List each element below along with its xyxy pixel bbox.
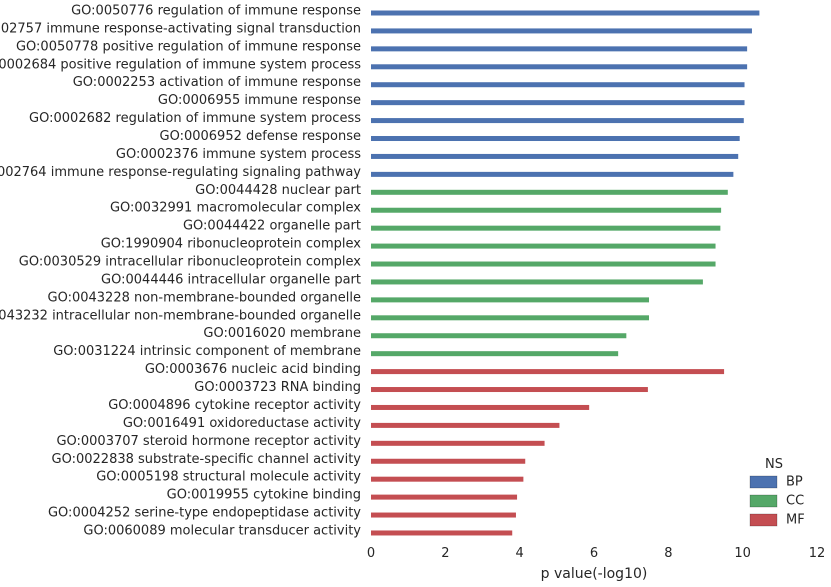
bar-cc (371, 279, 703, 285)
x-tick-label: 4 (516, 546, 524, 561)
category-label: GO:0004896 cytokine receptor activity (108, 398, 361, 413)
category-label: GO:0044422 organelle part (183, 219, 361, 234)
legend-label-mf: MF (786, 513, 805, 528)
category-label: GO:0003707 steroid hormone receptor acti… (56, 434, 361, 449)
category-label: GO:0003676 nucleic acid binding (145, 362, 361, 377)
legend: NS BP CC MF (749, 457, 805, 528)
bar-bp (371, 100, 745, 106)
bar-cc (371, 243, 716, 249)
x-tick-label: 10 (734, 546, 751, 561)
category-label: GO:0044428 nuclear part (195, 183, 361, 198)
bar-bp (371, 28, 752, 34)
category-label: GO:0002253 activation of immune response (73, 75, 361, 90)
bar-mf (371, 476, 524, 482)
bar-bp (371, 136, 740, 142)
category-label: GO:0019955 cytokine binding (167, 488, 361, 503)
category-label: GO:0003723 RNA binding (194, 380, 361, 395)
bar-bp (371, 171, 734, 177)
bar-bp (371, 153, 739, 159)
x-axis-ticks: 0 2 4 6 8 10 12 (367, 546, 825, 561)
bar-mf (371, 422, 560, 428)
bar-bp (371, 10, 760, 16)
category-label: GO:0016020 membrane (203, 326, 361, 341)
bar-mf (371, 530, 513, 536)
x-axis-title: p value(-log10) (541, 566, 648, 582)
category-label: GO:0004252 serine-type endopeptidase act… (48, 506, 361, 521)
bar-cc (371, 351, 619, 357)
bar-bp (371, 64, 748, 70)
legend-label-cc: CC (786, 494, 804, 509)
bar-cc (371, 333, 627, 339)
bar-mf (371, 440, 545, 446)
bar-bp (371, 118, 744, 124)
bar-bp (371, 82, 745, 88)
category-label: GO:0016491 oxidoreductase activity (123, 416, 361, 431)
legend-swatch-bp (749, 475, 778, 489)
bar-cc (371, 315, 650, 321)
legend-swatch-cc (749, 494, 778, 508)
category-label: GO:0031224 intrinsic component of membra… (53, 344, 361, 359)
category-label: GO:0005198 structural molecule activity (96, 470, 361, 485)
category-label: GO:0006955 immune response (158, 93, 361, 108)
category-label: GO:0022838 substrate-specific channel ac… (52, 452, 362, 467)
x-tick-label: 2 (441, 546, 449, 561)
bar-mf (371, 494, 518, 500)
x-tick-label: 8 (664, 546, 672, 561)
x-tick-label: 12 (809, 546, 826, 561)
category-label: GO:0002757 immune response-activating si… (0, 21, 361, 36)
bar-cc (371, 261, 716, 267)
bar-cc (371, 225, 721, 231)
category-label: GO:0050778 positive regulation of immune… (16, 39, 361, 54)
category-label: GO:0043232 intracellular non-membrane-bo… (0, 308, 361, 323)
bar-mf (371, 512, 516, 518)
bar-mf (371, 458, 526, 464)
category-label: GO:0030529 intracellular ribonucleoprote… (19, 255, 362, 270)
category-label: GO:0002764 immune response-regulating si… (0, 165, 361, 180)
x-tick-label: 6 (590, 546, 598, 561)
bar-cc (371, 189, 728, 195)
category-label: GO:0002376 immune system process (116, 147, 361, 162)
category-label: GO:0043228 non-membrane-bounded organell… (48, 290, 362, 305)
category-label: GO:0006952 defense response (160, 129, 362, 144)
bar-mf (371, 404, 590, 410)
category-label: GO:0050776 regulation of immune response (71, 4, 361, 19)
category-label: GO:0002684 positive regulation of immune… (0, 57, 361, 72)
category-label: GO:0044446 intracellular organelle part (101, 272, 361, 287)
bars-layer (371, 10, 760, 536)
x-tick-label: 0 (367, 546, 375, 561)
bar-cc (371, 297, 650, 303)
category-label: GO:0032991 macromolecular complex (110, 201, 361, 216)
category-labels: GO:0050776 regulation of immune response… (0, 4, 361, 539)
bar-bp (371, 46, 748, 52)
bar-mf (371, 387, 648, 393)
category-label: GO:0002682 regulation of immune system p… (29, 111, 361, 126)
legend-items: BP CC MF (749, 475, 805, 528)
legend-title: NS (765, 457, 783, 472)
category-label: GO:1990904 ribonucleoprotein complex (101, 237, 362, 252)
bar-cc (371, 207, 722, 213)
legend-label-bp: BP (786, 475, 803, 490)
legend-swatch-mf (749, 513, 778, 527)
bar-mf (371, 369, 725, 375)
category-label: GO:0060089 molecular transducer activity (83, 523, 361, 538)
